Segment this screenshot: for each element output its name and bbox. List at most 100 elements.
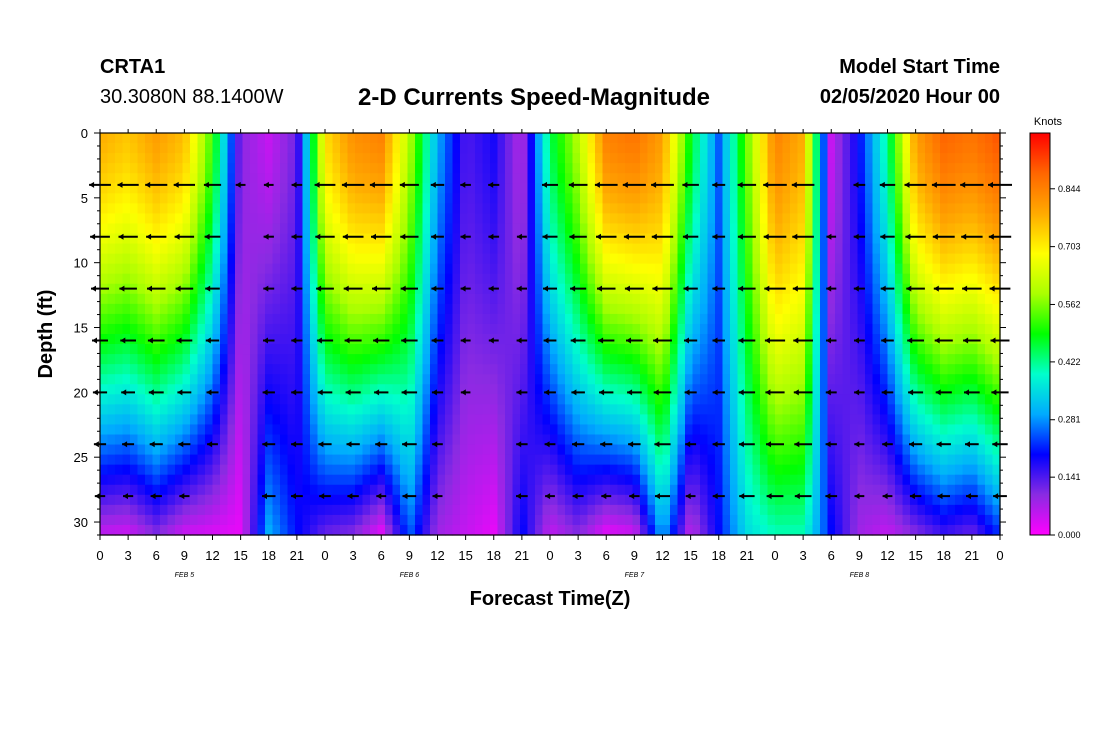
heatmap-cell (167, 133, 176, 144)
heatmap-cell (340, 163, 349, 174)
heatmap-cell (737, 484, 746, 496)
heatmap-cell (332, 233, 341, 245)
heatmap-cell (520, 404, 529, 415)
heatmap-cell (310, 404, 319, 415)
heatmap-cell (925, 364, 934, 375)
heatmap-cell (445, 273, 454, 285)
heatmap-cell (535, 243, 544, 255)
heatmap-cell (137, 494, 146, 506)
heatmap-cell (745, 323, 754, 335)
heatmap-cell (287, 233, 296, 245)
heatmap-cell (295, 253, 304, 265)
heatmap-cell (445, 454, 454, 466)
heatmap-cell (242, 143, 251, 154)
heatmap-cell (280, 253, 289, 265)
heatmap-cell (445, 313, 454, 325)
heatmap-cell (745, 133, 754, 144)
heatmap-cell (407, 344, 416, 355)
heatmap-cell (805, 173, 814, 184)
heatmap-cell (325, 384, 334, 395)
heatmap-cell (340, 484, 349, 496)
heatmap-cell (625, 133, 634, 144)
heatmap-cell (107, 464, 116, 476)
heatmap-cell (760, 253, 769, 265)
heatmap-cell (227, 504, 236, 516)
heatmap-cell (902, 464, 911, 476)
heatmap-cell (595, 323, 604, 335)
heatmap-cell (760, 504, 769, 516)
heatmap-cell (145, 263, 154, 275)
heatmap-cell (145, 193, 154, 204)
current-vector-head (91, 285, 96, 292)
heatmap-cell (475, 434, 484, 446)
heatmap-cell (332, 344, 341, 355)
heatmap-cell (167, 424, 176, 436)
heatmap-cell (212, 484, 221, 496)
heatmap-cell (107, 243, 116, 255)
heatmap-cell (407, 153, 416, 164)
heatmap-cell (160, 133, 169, 144)
heatmap-cell (550, 243, 559, 255)
heatmap-cell (460, 434, 469, 446)
heatmap-cell (332, 464, 341, 476)
heatmap-cell (265, 293, 274, 305)
heatmap-cell (700, 454, 709, 466)
heatmap-cell (655, 293, 664, 305)
heatmap-cell (415, 243, 424, 255)
heatmap-cell (370, 143, 379, 154)
heatmap-cell (992, 404, 1001, 415)
heatmap-cell (925, 404, 934, 415)
heatmap-cell (625, 354, 634, 365)
current-vector-head (826, 285, 832, 292)
heatmap-cell (152, 183, 161, 194)
heatmap-cell (535, 213, 544, 225)
heatmap-cell (587, 464, 596, 476)
heatmap-cell (917, 163, 926, 174)
heatmap-cell (782, 454, 791, 466)
heatmap-cell (235, 283, 244, 295)
heatmap-cell (940, 404, 949, 415)
heatmap-cell (895, 344, 904, 355)
heatmap-cell (482, 163, 491, 174)
heatmap-cell (790, 183, 799, 194)
heatmap-cell (835, 334, 844, 345)
heatmap-cell (505, 434, 514, 446)
heatmap-cell (790, 313, 799, 325)
heatmap-cell (332, 384, 341, 395)
heatmap-cell (475, 484, 484, 496)
heatmap-cell (497, 303, 506, 315)
heatmap-cell (257, 404, 266, 415)
heatmap-cell (212, 374, 221, 385)
heatmap-cell (557, 484, 566, 496)
heatmap-cell (752, 364, 761, 375)
current-vector-head (119, 285, 125, 292)
heatmap-cell (460, 203, 469, 214)
heatmap-cell (452, 143, 461, 154)
heatmap-cell (445, 303, 454, 315)
heatmap-cell (370, 464, 379, 476)
heatmap-cell (415, 394, 424, 405)
heatmap-cell (295, 504, 304, 516)
heatmap-cell (917, 474, 926, 486)
heatmap-cell (602, 394, 611, 405)
heatmap-cell (610, 213, 619, 225)
heatmap-cell (527, 143, 536, 154)
heatmap-cell (212, 364, 221, 375)
heatmap-cell (812, 434, 821, 446)
heatmap-cell (617, 424, 626, 436)
heatmap-cell (392, 404, 401, 415)
heatmap-cell (235, 424, 244, 436)
heatmap-cell (265, 484, 274, 496)
heatmap-cell (160, 203, 169, 214)
heatmap-cell (715, 374, 724, 385)
heatmap-cell (482, 283, 491, 295)
heatmap-cell (535, 454, 544, 466)
heatmap-cell (445, 233, 454, 245)
heatmap-cell (137, 484, 146, 496)
heatmap-cell (602, 414, 611, 426)
heatmap-cell (677, 233, 686, 245)
heatmap-cell (685, 303, 694, 315)
heatmap-cell (655, 524, 664, 536)
heatmap-cell (497, 133, 506, 144)
heatmap-cell (175, 504, 184, 516)
